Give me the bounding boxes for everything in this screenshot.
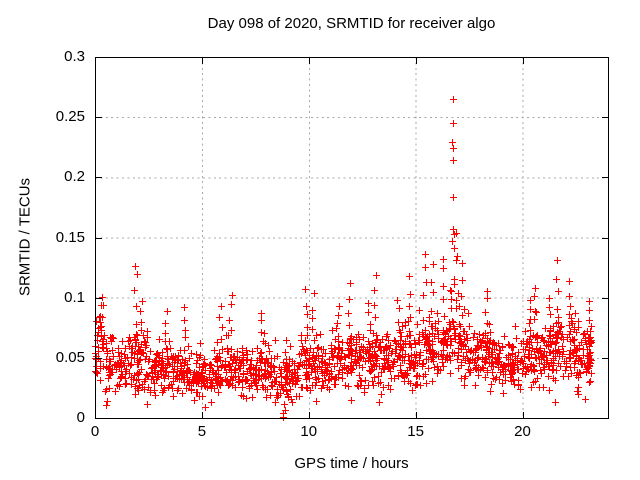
grid-lines xyxy=(95,57,608,418)
y-tick-label: 0.1 xyxy=(64,288,85,306)
x-tick-label: 5 xyxy=(197,423,207,440)
y-tick-label: 0.25 xyxy=(55,108,85,126)
y-tick-label: 0.2 xyxy=(64,168,85,186)
y-tick-label: 0.3 xyxy=(64,48,85,65)
x-tick-label: 15 xyxy=(407,423,424,440)
scatter-points xyxy=(92,96,595,421)
axis-tick-marks xyxy=(95,57,608,419)
x-tick-label: 20 xyxy=(514,423,531,440)
plot-border xyxy=(95,57,609,419)
y-tick-label: 0.15 xyxy=(55,228,85,246)
y-tick-label: 0 xyxy=(76,409,85,426)
chart-title: Day 098 of 2020, SRMTID for receiver alg… xyxy=(207,15,496,32)
x-tick-label: 10 xyxy=(300,423,318,440)
x-axis-label: GPS time / hours xyxy=(294,455,409,472)
y-tick-label: 0.05 xyxy=(55,348,85,366)
x-tick-label: 0 xyxy=(90,423,100,440)
